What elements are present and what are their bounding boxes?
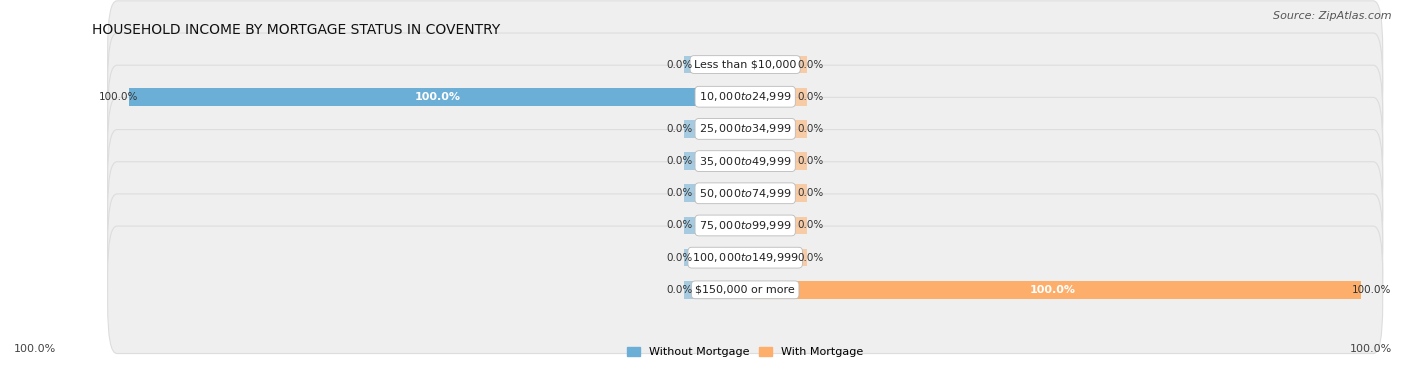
Text: $75,000 to $99,999: $75,000 to $99,999 xyxy=(699,219,792,232)
Text: $100,000 to $149,999: $100,000 to $149,999 xyxy=(692,251,799,264)
Text: 100.0%: 100.0% xyxy=(415,92,460,102)
FancyBboxPatch shape xyxy=(108,130,1382,257)
Text: 0.0%: 0.0% xyxy=(797,124,824,134)
Text: 0.0%: 0.0% xyxy=(666,60,693,69)
Text: 100.0%: 100.0% xyxy=(98,92,138,102)
FancyBboxPatch shape xyxy=(108,33,1382,161)
Text: $10,000 to $24,999: $10,000 to $24,999 xyxy=(699,90,792,103)
Bar xyxy=(683,281,745,299)
FancyBboxPatch shape xyxy=(108,226,1382,354)
Text: 0.0%: 0.0% xyxy=(797,188,824,198)
Text: $35,000 to $49,999: $35,000 to $49,999 xyxy=(699,155,792,168)
Text: 100.0%: 100.0% xyxy=(1031,285,1076,295)
Bar xyxy=(745,120,807,138)
Bar xyxy=(683,152,745,170)
Bar xyxy=(683,184,745,202)
Text: 0.0%: 0.0% xyxy=(797,253,824,263)
Text: 0.0%: 0.0% xyxy=(666,285,693,295)
Text: 0.0%: 0.0% xyxy=(666,253,693,263)
Text: $50,000 to $74,999: $50,000 to $74,999 xyxy=(699,187,792,200)
Bar xyxy=(745,88,807,106)
Text: 0.0%: 0.0% xyxy=(797,221,824,230)
Bar xyxy=(683,249,745,267)
Text: Less than $10,000: Less than $10,000 xyxy=(695,60,796,69)
Text: 0.0%: 0.0% xyxy=(666,124,693,134)
FancyBboxPatch shape xyxy=(108,97,1382,225)
Text: HOUSEHOLD INCOME BY MORTGAGE STATUS IN COVENTRY: HOUSEHOLD INCOME BY MORTGAGE STATUS IN C… xyxy=(91,23,501,37)
FancyBboxPatch shape xyxy=(108,162,1382,289)
Text: Source: ZipAtlas.com: Source: ZipAtlas.com xyxy=(1274,11,1392,21)
Bar xyxy=(745,281,1361,299)
Text: 100.0%: 100.0% xyxy=(1350,344,1392,354)
Bar xyxy=(745,56,807,74)
Bar xyxy=(683,217,745,234)
Text: 0.0%: 0.0% xyxy=(666,221,693,230)
Text: $150,000 or more: $150,000 or more xyxy=(696,285,794,295)
Bar xyxy=(683,120,745,138)
Text: 0.0%: 0.0% xyxy=(797,92,824,102)
Text: $25,000 to $34,999: $25,000 to $34,999 xyxy=(699,123,792,135)
FancyBboxPatch shape xyxy=(108,1,1382,128)
Bar xyxy=(745,184,807,202)
Legend: Without Mortgage, With Mortgage: Without Mortgage, With Mortgage xyxy=(623,342,868,362)
Bar xyxy=(745,249,807,267)
Bar xyxy=(683,56,745,74)
Bar xyxy=(745,152,807,170)
Text: 0.0%: 0.0% xyxy=(797,156,824,166)
Text: 100.0%: 100.0% xyxy=(14,344,56,354)
Text: 0.0%: 0.0% xyxy=(666,156,693,166)
Text: 0.0%: 0.0% xyxy=(797,60,824,69)
Bar xyxy=(129,88,745,106)
Bar xyxy=(745,217,807,234)
FancyBboxPatch shape xyxy=(108,65,1382,193)
Text: 0.0%: 0.0% xyxy=(666,188,693,198)
Text: 100.0%: 100.0% xyxy=(1353,285,1392,295)
FancyBboxPatch shape xyxy=(108,194,1382,321)
